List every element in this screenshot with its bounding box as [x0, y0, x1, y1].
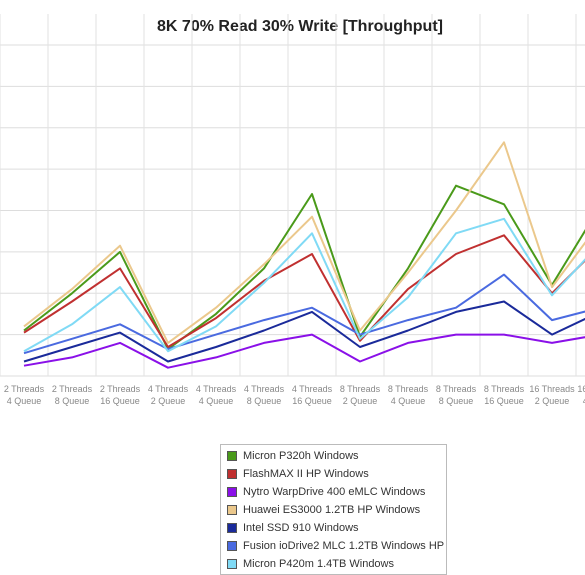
legend-swatch [227, 487, 237, 497]
legend-item: Huawei ES3000 1.2TB HP Windows [221, 501, 446, 519]
x-tick-label: 4 Threads 4 Queue [196, 384, 237, 406]
x-tick-label: 2 Threads 8 Queue [52, 384, 93, 406]
legend: Micron P320h Windows FlashMAX II HP Windo… [220, 444, 447, 575]
x-tick-labels: 2 Threads 4 Queue 2 Threads 8 Queue 2 Thread… [4, 384, 585, 406]
legend-label: Intel SSD 910 Windows [243, 522, 359, 534]
legend-label: FlashMAX II HP Windows [243, 468, 369, 480]
legend-label: Nytro WarpDrive 400 eMLC Windows [243, 486, 426, 498]
x-tick-label: 2 Threads 16 Queue [100, 384, 141, 406]
legend-swatch [227, 451, 237, 461]
series-line-2 [23, 333, 585, 369]
x-tick-label: 8 Threads 2 Queue [340, 384, 381, 406]
legend-item: Micron P320h Windows [221, 447, 446, 465]
series-line-4 [23, 300, 585, 363]
legend-label: Huawei ES3000 1.2TB HP Windows [243, 504, 421, 516]
x-tick-label: 4 Threads 2 Queue [148, 384, 189, 406]
x-tick-label: 8 Threads 4 Queue [388, 384, 429, 406]
legend-item: FlashMAX II HP Windows [221, 465, 446, 483]
series-line-6 [23, 217, 585, 353]
legend-swatch [227, 469, 237, 479]
series-line-1 [23, 234, 585, 348]
legend-swatch [227, 505, 237, 515]
legend-item: Micron P420m 1.4TB Windows [221, 555, 446, 573]
legend-item: Fusion ioDrive2 MLC 1.2TB Windows HP [221, 537, 446, 555]
legend-item: Intel SSD 910 Windows [221, 519, 446, 537]
x-tick-label: 16 Threads 2 Queue [529, 384, 575, 406]
series-lines [23, 141, 585, 369]
series-line-3 [23, 141, 585, 344]
legend-label: Micron P420m 1.4TB Windows [243, 558, 394, 570]
legend-swatch [227, 541, 237, 551]
legend-swatch [227, 559, 237, 569]
x-tick-label: 8 Threads 8 Queue [436, 384, 477, 406]
x-tick-label: 2 Threads 4 Queue [4, 384, 45, 406]
legend-label: Micron P320h Windows [243, 450, 359, 462]
legend-swatch [227, 523, 237, 533]
grid-lines [0, 14, 585, 377]
x-tick-label: 8 Threads 16 Queue [484, 384, 525, 406]
series-line-0 [23, 184, 585, 351]
legend-label: Fusion ioDrive2 MLC 1.2TB Windows HP [243, 540, 445, 552]
x-tick-label: 4 Threads 8 Queue [244, 384, 285, 406]
line-chart: 2 Threads 4 Queue 2 Threads 8 Queue 2 Thread… [0, 14, 585, 406]
series-line-5 [23, 273, 585, 355]
chart-title: 8K 70% Read 30% Write [Throughput] [157, 18, 443, 35]
x-tick-label: 4 Threads 16 Queue [292, 384, 333, 406]
legend-item: Nytro WarpDrive 400 eMLC Windows [221, 483, 446, 501]
